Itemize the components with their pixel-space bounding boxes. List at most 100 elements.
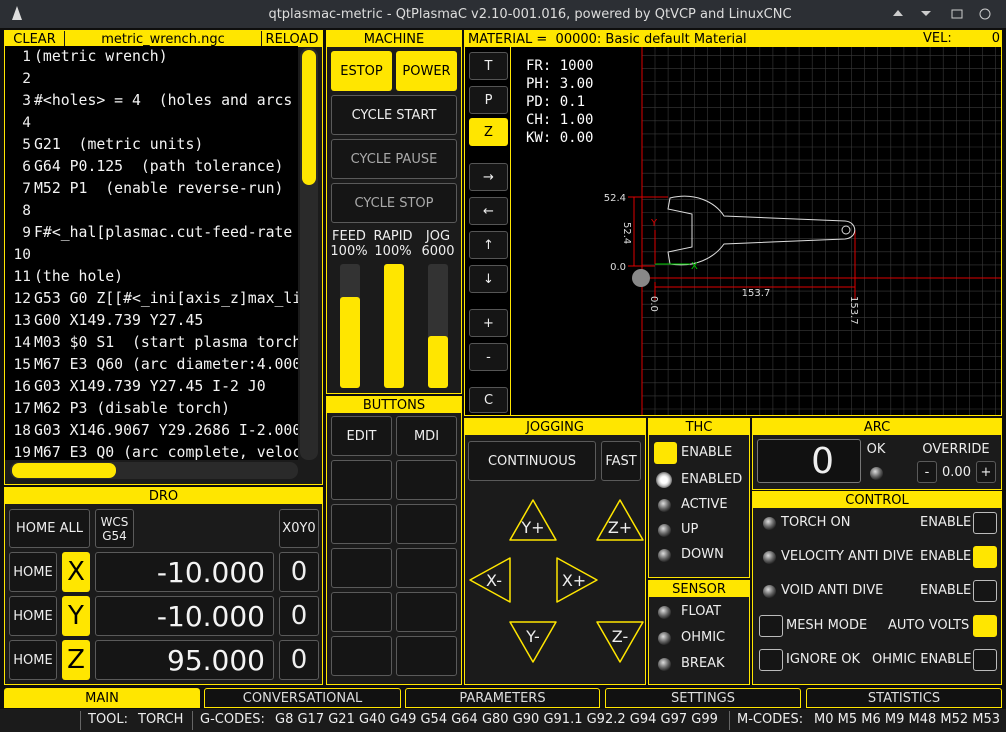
jog-mode-button[interactable]: CONTINUOUS <box>468 441 596 481</box>
view-button[interactable]: T <box>469 52 508 80</box>
jog-y-plus[interactable] <box>509 499 557 541</box>
override-minus[interactable]: - <box>917 461 937 483</box>
hole-path <box>841 225 851 235</box>
ignore-ok-checkbox[interactable] <box>759 649 783 671</box>
thc-up-led <box>658 524 671 537</box>
control-title: CONTROL <box>753 492 1001 508</box>
view-button[interactable]: - <box>469 343 508 371</box>
feed-slider-fill <box>340 297 360 388</box>
jog-z-minus[interactable] <box>596 621 644 663</box>
cycle-start-button[interactable]: CYCLE START <box>331 95 457 135</box>
mcodes-label: M-CODES: <box>737 712 804 727</box>
clear-button[interactable]: CLEAR <box>5 31 64 47</box>
view-button[interactable]: ↑ <box>469 231 508 259</box>
code-line: M03 $0 S1 (start plasma torch <box>34 334 298 351</box>
user-button[interactable] <box>396 636 457 676</box>
feed-label: FEED <box>332 228 366 244</box>
jog-x-minus[interactable] <box>469 557 511 603</box>
arc-ok-led <box>870 467 883 480</box>
axis-position: 95.000 <box>95 640 274 680</box>
view-button[interactable]: ← <box>469 197 508 225</box>
user-button[interactable] <box>396 592 457 632</box>
jog-y-minus[interactable] <box>509 621 557 663</box>
power-button[interactable]: POWER <box>396 51 457 91</box>
void-enable-checkbox[interactable] <box>973 580 997 602</box>
line-number: 14 <box>13 335 31 351</box>
status-separator <box>192 711 193 730</box>
axis-label: X <box>691 261 698 272</box>
axis-offset[interactable]: 0 <box>279 640 319 680</box>
dimension-lines <box>628 196 856 300</box>
override-plus[interactable]: + <box>976 461 996 483</box>
auto-volts-checkbox[interactable] <box>973 615 997 637</box>
view-button[interactable]: → <box>469 163 508 191</box>
gcode-editor[interactable]: 1 (metric wrench) 2 3 #<holes> = 4 (holes an… <box>5 46 298 460</box>
tab[interactable]: PARAMETERS <box>405 688 600 708</box>
user-button[interactable] <box>331 592 392 632</box>
wcs-label: WCS <box>100 514 129 529</box>
thc-enabled-led <box>656 472 672 488</box>
mesh-checkbox[interactable] <box>759 615 783 637</box>
user-button[interactable] <box>331 504 392 544</box>
home-button[interactable]: HOME <box>9 640 57 680</box>
edit-button[interactable]: EDIT <box>331 416 392 456</box>
dim-label: 153.7 <box>742 288 771 299</box>
zero-button[interactable]: X0Y0 <box>279 509 319 548</box>
code-line: M67 E3 Q60 (arc diameter:4.000 <box>34 356 298 373</box>
sensor-break: BREAK <box>681 656 725 671</box>
title-bar <box>0 0 1006 28</box>
tab[interactable]: STATISTICS <box>806 688 1002 708</box>
axis-offset[interactable]: 0 <box>279 552 319 592</box>
tab[interactable]: CONVERSATIONAL <box>204 688 401 708</box>
dro-title: DRO <box>5 488 322 504</box>
jog-label: Y- <box>525 627 540 646</box>
mdi-button[interactable]: MDI <box>396 416 457 456</box>
gcodes: G8 G17 G21 G40 G49 G54 G64 G80 G90 G91.1… <box>275 712 718 727</box>
float-led <box>658 606 671 619</box>
thc-active-led <box>658 499 671 512</box>
user-button[interactable] <box>331 460 392 500</box>
rapid-slider[interactable] <box>384 264 404 388</box>
vad-enable-checkbox[interactable] <box>973 546 997 568</box>
window-title: qtplasmac-metric - QtPlasmaC v2.10-001.0… <box>268 6 792 22</box>
gcodes-label: G-CODES: <box>200 712 265 727</box>
jog-z-plus[interactable] <box>596 499 644 541</box>
user-button[interactable] <box>396 504 457 544</box>
code-line: (metric wrench) <box>34 48 168 65</box>
home-button[interactable]: HOME <box>9 552 57 592</box>
line-number: 4 <box>22 115 31 131</box>
torch-enable-checkbox[interactable] <box>973 512 997 534</box>
estop-button[interactable]: ESTOP <box>331 51 392 91</box>
user-button[interactable] <box>396 460 457 500</box>
view-button[interactable]: + <box>469 309 508 337</box>
line-number: 19 <box>13 445 31 460</box>
jog-x-plus[interactable] <box>556 557 598 603</box>
h-scroll-thumb[interactable] <box>12 463 116 478</box>
view-button[interactable]: C <box>469 387 508 413</box>
view-button[interactable]: P <box>469 86 508 114</box>
tab[interactable]: SETTINGS <box>605 688 801 708</box>
fast-button[interactable]: FAST <box>601 441 641 481</box>
tab[interactable]: MAIN <box>4 688 200 708</box>
home-all-button[interactable]: HOME ALL <box>9 509 90 548</box>
thc-enabled: ENABLED <box>681 472 743 487</box>
axis-offset[interactable]: 0 <box>279 596 319 636</box>
user-button[interactable] <box>331 548 392 588</box>
cycle-pause-button[interactable]: CYCLE PAUSE <box>331 139 457 179</box>
auto-volts: AUTO VOLTS <box>888 618 970 633</box>
ohmic-enable-checkbox[interactable] <box>973 649 997 671</box>
view-separator <box>510 47 511 415</box>
view-button[interactable]: Z <box>469 118 508 146</box>
cycle-stop-button[interactable]: CYCLE STOP <box>331 183 457 223</box>
user-button[interactable] <box>331 636 392 676</box>
view-button[interactable]: ↓ <box>469 265 508 293</box>
home-button[interactable]: HOME <box>9 596 57 636</box>
jog-slider-fill <box>428 336 448 388</box>
thc-enable-checkbox[interactable] <box>654 442 677 464</box>
user-button[interactable] <box>396 548 457 588</box>
wcs-button[interactable]: WCS G54 <box>95 509 134 548</box>
reload-button[interactable]: RELOAD <box>262 31 322 47</box>
vad-led <box>763 551 776 564</box>
tool: TORCH <box>138 712 184 727</box>
v-scroll-thumb[interactable] <box>302 50 316 185</box>
